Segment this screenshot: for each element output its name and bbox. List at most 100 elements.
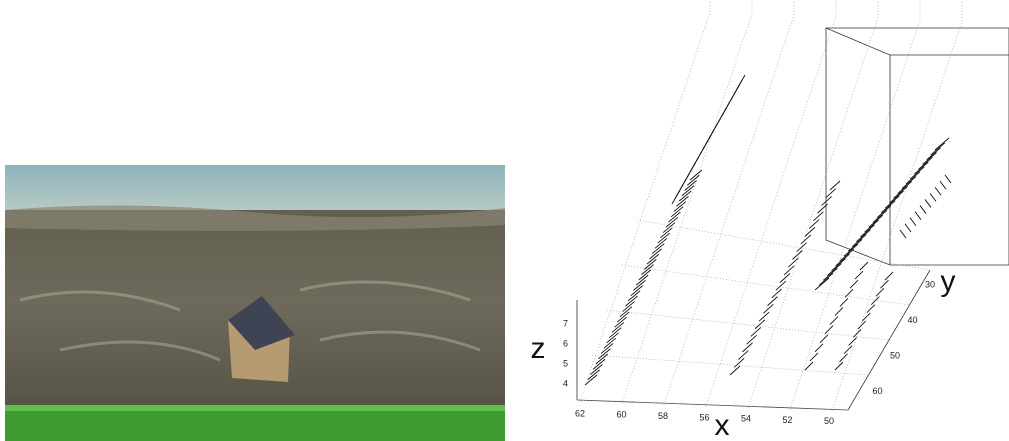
- arrow: [590, 364, 603, 375]
- arrow: [814, 343, 824, 353]
- arrow: [859, 261, 869, 271]
- y-label: y: [941, 265, 956, 298]
- x-tick-label: 60: [616, 410, 626, 420]
- arrow: [939, 180, 947, 190]
- rail-edge: [5, 405, 505, 411]
- arrow: [814, 277, 830, 291]
- arrow: [848, 337, 857, 346]
- arrow: [630, 285, 644, 296]
- arrow: [847, 239, 863, 252]
- arrow: [660, 227, 673, 239]
- arrow: [606, 332, 619, 344]
- arrow: [746, 334, 757, 345]
- arrow: [611, 322, 625, 333]
- arrow: [733, 357, 745, 368]
- arrow: [729, 365, 741, 376]
- arrow: [857, 320, 867, 330]
- x-tick-label: 54: [741, 414, 751, 424]
- arrow: [608, 327, 622, 339]
- arrow: [742, 342, 753, 353]
- block-top: [228, 296, 295, 350]
- arrow: [860, 224, 875, 238]
- arrow: [788, 257, 799, 268]
- arrow: [854, 270, 864, 280]
- arrow: [804, 226, 816, 237]
- arrow: [944, 174, 952, 184]
- z-tick-label: 7: [563, 318, 568, 328]
- arrow: [839, 353, 848, 363]
- y-tick-label: 50: [890, 350, 900, 360]
- arrow: [584, 374, 598, 386]
- arrow: [839, 248, 855, 262]
- grid-line: [636, 219, 931, 271]
- arrow: [934, 186, 942, 196]
- box-edge: [825, 27, 891, 56]
- arrow: [808, 219, 820, 229]
- arrow: [839, 298, 849, 307]
- x-label: x: [715, 409, 730, 441]
- arrow: [665, 216, 679, 228]
- photo: [5, 165, 505, 441]
- arrow: [852, 328, 862, 338]
- grid-line: [747, 17, 879, 409]
- y-tick-label: 30: [925, 279, 935, 289]
- grid-line: [579, 11, 711, 403]
- arrow: [851, 234, 867, 247]
- arrow: [649, 248, 662, 260]
- arrow: [821, 196, 832, 206]
- arrow: [893, 185, 908, 199]
- grid-line: [606, 309, 890, 341]
- arrow: [861, 312, 871, 322]
- arrow: [934, 137, 950, 151]
- arrow: [809, 352, 819, 362]
- arrow: [684, 180, 697, 191]
- x-tick-label: 52: [782, 415, 792, 425]
- arrow: [909, 217, 917, 227]
- arrow: [641, 264, 654, 275]
- arrow: [901, 176, 917, 189]
- z-tick-label: 4: [563, 378, 568, 388]
- arrow: [905, 171, 921, 185]
- grid-line: [831, 20, 963, 412]
- structure-box: [825, 27, 1009, 266]
- grid-line: [576, 399, 849, 411]
- arrow: [668, 211, 681, 223]
- arrow: [687, 174, 700, 186]
- arrow: [800, 234, 812, 245]
- arrow: [796, 242, 807, 253]
- arrow: [924, 199, 932, 208]
- arrow: [676, 195, 689, 207]
- arrow: [783, 265, 795, 276]
- arrow: [835, 253, 850, 267]
- y-tick-label: 60: [873, 386, 883, 396]
- arrow: [654, 237, 668, 249]
- arrow: [866, 304, 876, 314]
- arrow: [638, 269, 652, 281]
- arrow: [600, 343, 614, 354]
- arrow: [834, 361, 844, 371]
- grid-line: [789, 19, 921, 410]
- grid-line: [591, 354, 869, 376]
- arrow: [872, 210, 888, 223]
- arrow: [844, 288, 854, 298]
- arrow: [736, 74, 746, 90]
- arrow: [926, 147, 942, 160]
- arrow: [646, 253, 660, 265]
- arrow: [889, 190, 904, 204]
- arrow: [614, 316, 627, 328]
- x-tick-label: 50: [824, 416, 834, 426]
- arrow: [818, 272, 834, 286]
- arrow: [643, 259, 657, 270]
- arrow: [876, 205, 892, 218]
- x-tick-label: 56: [699, 412, 709, 422]
- arrow: [775, 280, 787, 291]
- arrow: [871, 296, 880, 305]
- z-tick-label: 6: [563, 338, 568, 348]
- arrow: [884, 271, 894, 281]
- z-label: z: [531, 332, 546, 365]
- wall: [5, 165, 505, 210]
- arrow: [595, 353, 609, 365]
- arrow: [829, 316, 839, 325]
